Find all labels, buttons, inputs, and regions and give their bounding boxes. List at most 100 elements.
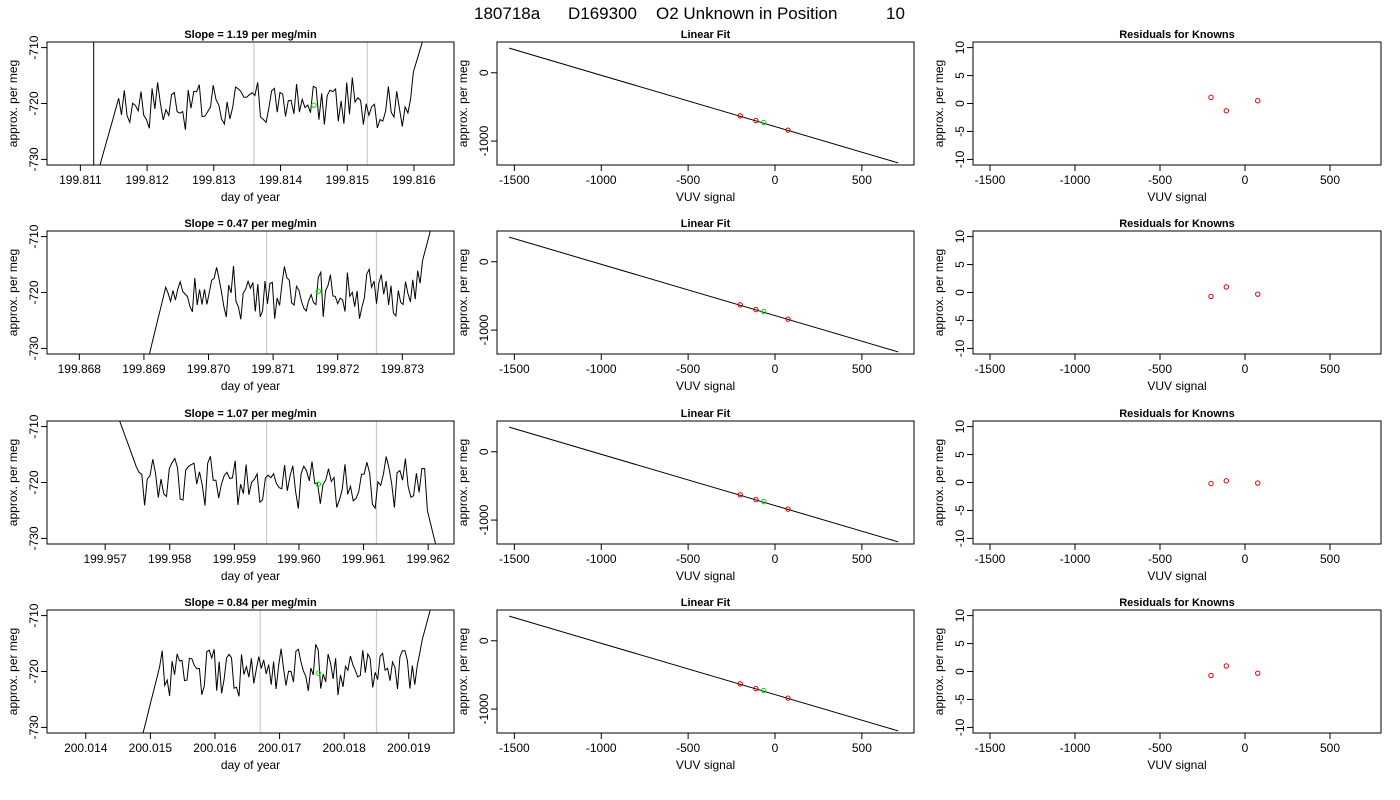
x-axis-label: day of year [221,379,280,393]
y-tick-label: -710 [27,414,41,438]
x-tick-label: 199.868 [58,362,102,376]
panel-fit-row2: Linear Fit -1500 -1000 -500 0 500 0 -1000 VUV si… [456,218,915,393]
plot-area [93,42,423,165]
panel-title: Slope = 0.84 per meg/min [184,597,317,609]
y-tick-label: -5 [953,315,967,326]
x-tick-label: 199.961 [342,552,386,566]
y-tick-label: -720 [27,280,41,304]
panel-title: Residuals for Knowns [1119,218,1235,230]
x-tick-label: 199.816 [392,173,436,187]
x-tick-label: 199.811 [59,173,102,187]
x-tick-label: 199.962 [406,552,450,566]
y-tick-label: -10 [953,150,967,168]
x-axis-label: VUV signal [676,569,735,583]
x-tick-label: 200.019 [387,741,431,755]
panel-title: Residuals for Knowns [1119,597,1235,609]
panel-frame [46,609,455,734]
unknown-marker [315,288,322,295]
x-tick-label: 0 [1242,362,1249,376]
x-tick-label: 500 [852,362,872,376]
x-tick-label: 500 [1320,173,1340,187]
x-axis-label: VUV signal [676,758,735,772]
residual-point [1223,478,1230,484]
y-tick-label: -720 [27,659,41,683]
y-axis-label: approx. per meg [932,249,946,336]
y-tick-label: -5 [953,126,967,137]
plot-area [509,426,899,543]
unknown-marker [761,498,767,505]
known-point [737,681,743,687]
y-tick-label: -1000 [477,504,491,535]
y-tick-label: 0 [477,448,491,455]
y-axis-label: approx. per meg [6,439,20,526]
y-tick-label: 5 [953,640,967,647]
y-tick-label: 10 [953,609,967,623]
y-axis-label: approx. per meg [6,249,20,336]
y-axis-label: approx. per meg [932,439,946,526]
x-axis-label: day of year [221,758,280,772]
plot-area [1208,663,1261,679]
y-tick-label: -710 [27,224,41,248]
y-tick-label: -720 [27,91,41,115]
panel-frame [972,420,1382,545]
x-tick-label: 500 [852,173,872,187]
y-tick-label: 0 [953,479,967,486]
panel-frame [972,230,1382,355]
x-axis-label: day of year [221,569,280,583]
panel-frame [496,230,915,355]
known-point [737,492,743,498]
figure-title-run-id: 180718a [474,4,541,23]
fit-line [509,615,899,732]
x-tick-label: 200.016 [193,741,237,755]
y-tick-label: 0 [477,637,491,644]
fit-line [509,426,899,543]
x-tick-label: 500 [1320,362,1340,376]
panel-frame [972,41,1382,166]
known-point [753,306,759,313]
panel-residuals-row3: Residuals for Knowns -1500 -1000 -500 0 500 10… [932,408,1382,583]
x-tick-label: -1500 [975,741,1006,755]
x-tick-label: 199.812 [125,173,169,187]
panel-frame [46,230,455,355]
x-tick-label: 500 [1320,741,1340,755]
y-tick-label: 0 [953,289,967,296]
x-axis-label: VUV signal [1147,758,1206,772]
x-tick-label: -500 [676,173,700,187]
panel-residuals-row2: Residuals for Knowns -1500 -1000 -500 0 500 10… [932,218,1382,393]
y-tick-label: -730 [27,526,41,550]
y-tick-label: -710 [27,35,41,59]
x-tick-label: 500 [1320,552,1340,566]
y-tick-label: 10 [953,420,967,434]
panel-frame [496,41,915,166]
residual-point [1223,284,1230,290]
panel-title: Linear Fit [681,408,731,420]
panel-residuals-row4: Residuals for Knowns -1500 -1000 -500 0 500 10… [932,597,1382,772]
x-tick-label: 199.815 [326,173,370,187]
x-tick-label: -500 [676,741,700,755]
x-tick-label: 500 [852,552,872,566]
unknown-marker [315,481,322,487]
x-tick-label: 0 [772,552,779,566]
y-tick-label: 5 [953,261,967,268]
figure-title-position: 10 [886,4,905,23]
y-axis-label: approx. per meg [456,628,470,715]
plot-area [1208,478,1261,487]
y-tick-label: 5 [953,451,967,458]
y-tick-label: 10 [953,230,967,244]
unknown-marker [311,102,317,108]
panel-title: Residuals for Knowns [1119,408,1235,420]
x-tick-label: -1000 [586,362,617,376]
y-axis-label: approx. per meg [6,60,20,147]
known-point [737,113,743,119]
panel-frame [46,41,455,166]
x-axis-label: VUV signal [1147,569,1206,583]
y-axis-label: approx. per meg [932,60,946,147]
y-tick-label: -5 [953,505,967,516]
y-tick-label: -1000 [477,125,491,156]
x-tick-label: -500 [676,362,700,376]
panel-title: Slope = 0.47 per meg/min [184,218,317,230]
panel-title: Slope = 1.19 per meg/min [184,29,317,41]
y-tick-label: -10 [953,529,967,547]
panel-trace-row2: Slope = 0.47 per meg/min 199.868 199.869 19… [6,218,455,393]
x-tick-label: 199.960 [277,552,321,566]
